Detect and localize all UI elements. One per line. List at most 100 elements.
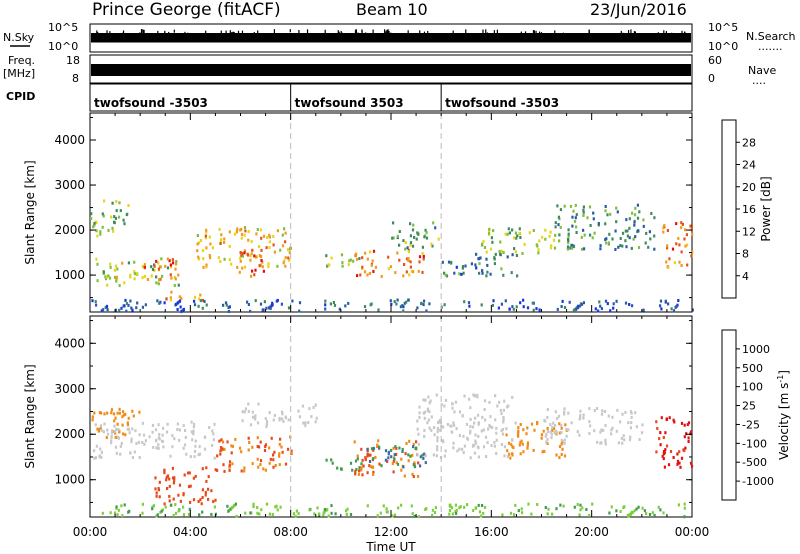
data-cell — [522, 450, 525, 454]
noise-spike — [257, 30, 259, 35]
data-cell — [115, 200, 118, 203]
data-cell — [256, 445, 259, 448]
data-cell — [421, 245, 424, 249]
data-cell — [272, 465, 275, 469]
data-cell — [494, 394, 497, 398]
data-cell — [393, 453, 396, 457]
data-cell — [470, 262, 473, 266]
data-cell — [219, 449, 222, 453]
data-cell — [166, 487, 169, 490]
data-cell — [662, 436, 665, 439]
data-cell — [482, 240, 485, 244]
data-cell — [450, 506, 454, 510]
noise-spike — [324, 29, 326, 35]
data-cell — [318, 512, 321, 516]
data-cell — [155, 446, 158, 450]
data-cell — [543, 449, 546, 453]
data-cell — [532, 448, 535, 452]
data-cell — [509, 456, 512, 460]
data-cell — [653, 234, 656, 238]
data-cell — [637, 229, 640, 233]
data-cell — [611, 426, 614, 430]
noise-spike — [386, 29, 388, 35]
data-cell — [528, 231, 531, 235]
data-cell — [396, 298, 399, 302]
data-cell — [286, 248, 290, 252]
data-cell — [370, 302, 373, 306]
noise-spike — [533, 30, 536, 37]
data-cell — [484, 435, 488, 439]
data-cell — [356, 454, 359, 458]
data-cell — [123, 222, 126, 226]
data-cell — [451, 406, 454, 410]
data-cell — [680, 421, 684, 425]
data-cell — [565, 434, 568, 438]
noise-spike — [366, 32, 368, 39]
data-cell — [444, 449, 447, 453]
data-cell — [573, 308, 576, 312]
data-cell — [271, 303, 274, 307]
data-cell — [570, 243, 573, 247]
data-cell — [434, 226, 437, 230]
data-cell — [118, 284, 121, 288]
data-cell — [493, 262, 496, 266]
data-cell — [644, 241, 647, 245]
data-cell — [676, 452, 679, 456]
y-tick-label: 4000 — [54, 133, 85, 147]
data-cell — [168, 499, 171, 503]
data-cell — [545, 433, 548, 436]
noise-spike — [387, 29, 389, 34]
data-cell — [497, 306, 500, 310]
data-cell — [668, 257, 671, 261]
data-cell — [247, 303, 250, 306]
data-cell — [120, 441, 123, 445]
data-cell — [392, 221, 395, 225]
data-cell — [416, 306, 419, 310]
data-cell — [604, 424, 607, 427]
data-cell — [407, 259, 410, 263]
data-cell — [567, 411, 570, 415]
data-cell — [172, 481, 175, 485]
data-cell — [680, 456, 684, 460]
data-cell — [582, 301, 585, 305]
data-cell — [643, 509, 646, 513]
data-cell — [203, 299, 206, 303]
data-cell — [402, 305, 405, 309]
data-cell — [556, 416, 559, 420]
data-cell — [192, 425, 195, 429]
colorbar-tick-label: 12 — [742, 225, 756, 238]
data-cell — [474, 439, 477, 443]
data-cell — [588, 432, 591, 435]
data-cell — [166, 422, 169, 426]
data-cell — [352, 259, 355, 263]
noise-spike — [233, 31, 235, 36]
data-cell — [602, 428, 605, 432]
data-cell — [629, 435, 632, 439]
data-cell — [445, 274, 449, 278]
data-cell — [554, 221, 557, 225]
data-cell — [364, 251, 367, 255]
data-cell — [474, 394, 477, 398]
data-cell — [231, 462, 234, 466]
data-cell — [160, 509, 163, 513]
data-cell — [681, 222, 684, 226]
data-cell — [508, 231, 511, 235]
data-cell — [662, 230, 665, 234]
data-cell — [479, 256, 482, 260]
noise-spike — [220, 30, 222, 36]
data-cell — [628, 303, 631, 306]
data-cell — [502, 416, 505, 419]
data-cell — [141, 276, 144, 280]
data-cell — [359, 273, 362, 277]
data-cell — [278, 463, 281, 467]
data-cell — [223, 241, 226, 244]
noise-spike — [341, 32, 343, 38]
data-cell — [165, 430, 169, 434]
data-cell — [169, 298, 173, 302]
data-cell — [548, 234, 551, 238]
data-cell — [372, 448, 375, 452]
data-cell — [110, 439, 113, 443]
data-cell — [340, 467, 343, 471]
data-cell — [447, 260, 451, 264]
data-cell — [201, 298, 204, 302]
